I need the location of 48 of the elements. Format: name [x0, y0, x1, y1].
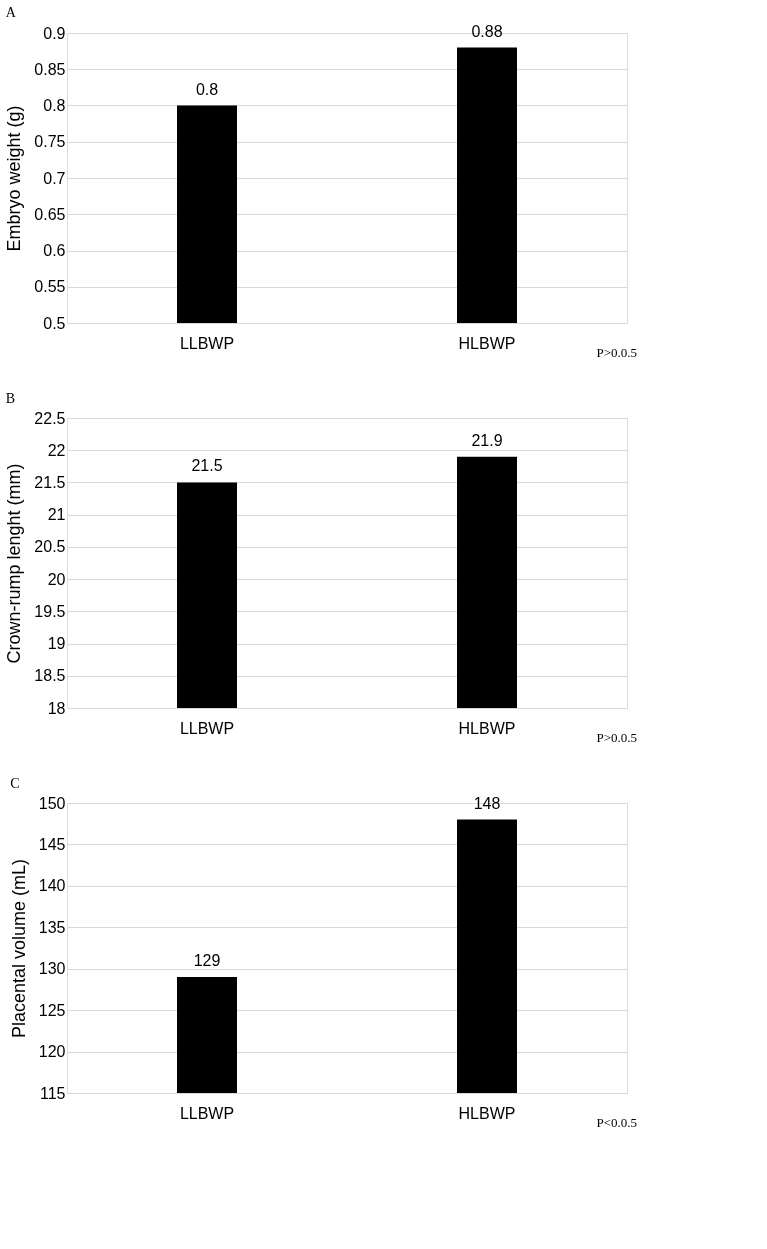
y-tick-label: 18.5	[34, 667, 66, 685]
y-tick-label: 20	[47, 570, 66, 588]
chart-title: A	[5, 4, 17, 20]
x-tick-label: LLBWP	[179, 334, 235, 352]
x-tick-label: HLBWP	[458, 719, 516, 737]
text: P<0.0.5	[596, 1115, 637, 1130]
y-tick-label: 0.6	[43, 242, 66, 259]
y-tick-label: 0.9	[43, 24, 66, 42]
y-tick-label: 115	[39, 1084, 66, 1102]
data-label: 0.8	[195, 80, 219, 98]
text: P>0.0.5	[596, 345, 637, 360]
y-tick-label: 135	[38, 918, 66, 936]
y-tick-label: 130	[38, 960, 66, 978]
y-tick-label: 22	[47, 441, 66, 459]
data-label: 21.5	[191, 457, 223, 475]
y-tick-label: 125	[38, 1001, 66, 1019]
x-tick-label: LLBWP	[179, 1104, 235, 1122]
chart-title: B	[5, 391, 16, 406]
y-tick-label: 19.5	[34, 602, 66, 620]
y-tick-label: 0.75	[34, 133, 66, 151]
x-tick-label: HLBWP	[458, 1104, 516, 1122]
y-tick-label: 21	[47, 506, 66, 524]
y-tick-label: 150	[38, 794, 66, 812]
y-tick-label: 145	[38, 835, 66, 853]
y-tick-label: 20.5	[34, 538, 66, 556]
y-tick-label: 0.8	[43, 97, 66, 114]
y-tick-label: 0.85	[34, 60, 66, 78]
text: P>0.0.5	[596, 730, 637, 745]
y-tick-label: 140	[38, 877, 66, 895]
y-tick-label: 0.7	[43, 169, 66, 187]
y-axis-title: Embryo weight (g)	[4, 105, 25, 252]
y-tick-label: 0.55	[34, 278, 66, 296]
y-tick-label: 21.5	[34, 473, 66, 491]
y-axis-title: Placental volume (mL)	[8, 858, 29, 1039]
x-tick-label: LLBWP	[179, 719, 235, 737]
data-label: 148	[473, 794, 501, 812]
data-label: 21.9	[471, 431, 503, 449]
y-axis-title: Crown-rump lenght (mm)	[4, 463, 25, 664]
y-tick-label: 120	[38, 1043, 66, 1061]
y-tick-label: 22.5	[34, 409, 66, 427]
chart-title: C	[10, 776, 20, 791]
data-label: 129	[193, 952, 221, 969]
y-tick-label: 18	[47, 699, 66, 717]
y-tick-label: 19	[47, 635, 66, 653]
y-tick-label: 0.5	[43, 314, 66, 332]
data-label: 0.88	[471, 22, 503, 40]
y-tick-label: 0.65	[34, 205, 66, 223]
x-tick-label: HLBWP	[458, 334, 516, 352]
